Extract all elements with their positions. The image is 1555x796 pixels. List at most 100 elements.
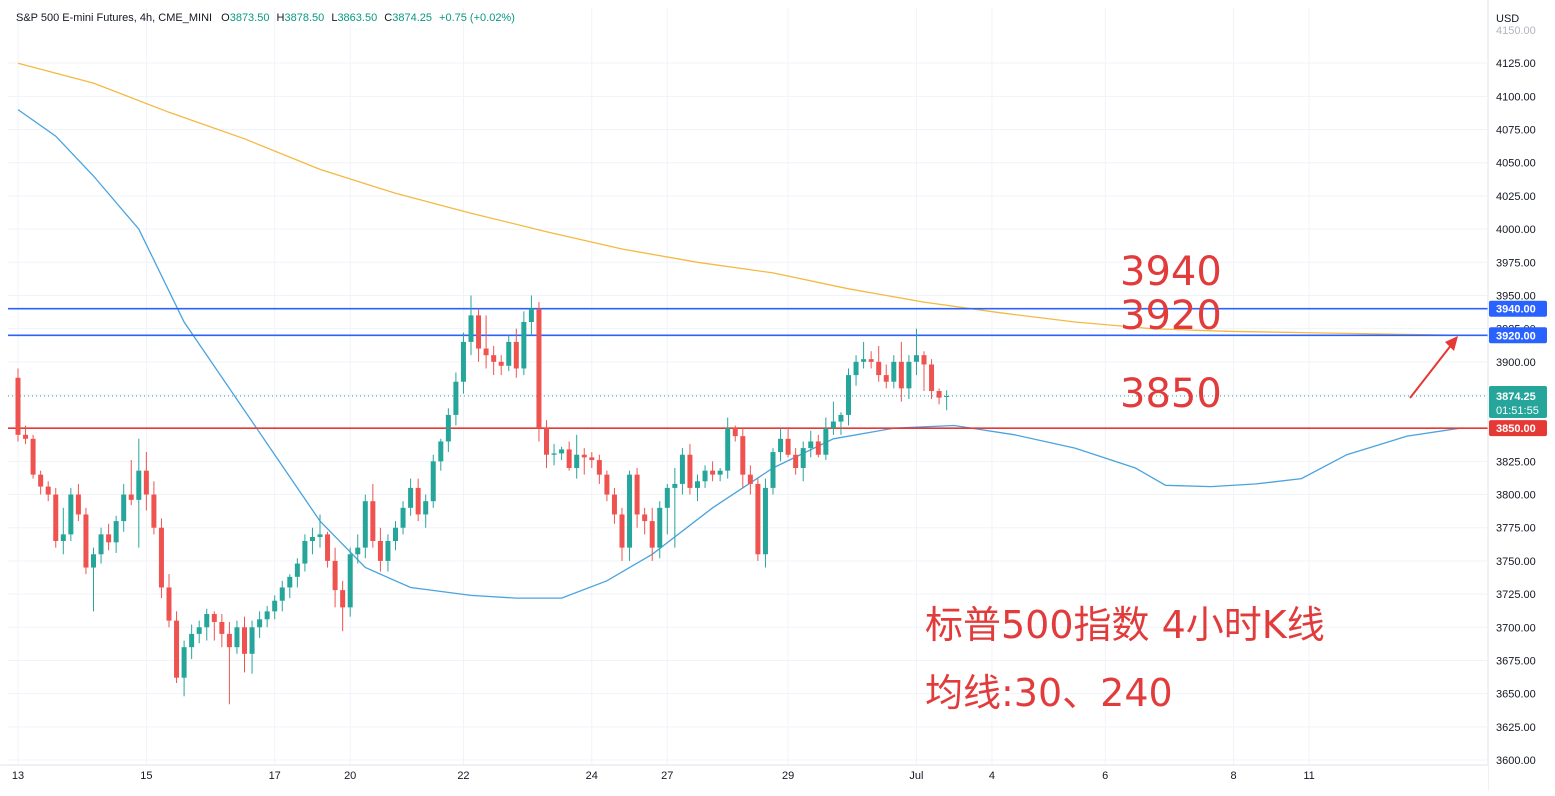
candle <box>393 521 398 551</box>
candle <box>445 408 451 453</box>
candle <box>219 614 225 648</box>
candle <box>242 616 247 673</box>
price-tick-label: 3750.00 <box>1496 556 1536 568</box>
candle-body <box>823 428 829 455</box>
change-value: +0.75 (+0.02%) <box>439 12 515 24</box>
candle-body <box>242 627 247 654</box>
time-tick-label: 4 <box>989 770 995 782</box>
candle-body <box>521 322 527 369</box>
candle <box>385 534 391 572</box>
horizontal-levels[interactable] <box>8 307 1488 429</box>
candle <box>68 487 74 541</box>
candle-body <box>838 414 844 422</box>
candle-body <box>181 647 187 678</box>
candle-body <box>695 481 700 488</box>
candle-body <box>219 621 225 634</box>
candle-body <box>294 563 300 577</box>
candle <box>166 574 172 628</box>
candle <box>249 620 255 674</box>
candle-body <box>75 494 81 515</box>
candle <box>725 417 731 479</box>
candle <box>740 428 746 488</box>
candle-body <box>589 457 595 461</box>
candle <box>679 448 685 495</box>
candle-body <box>38 474 44 487</box>
candle <box>113 515 119 553</box>
symbol-name[interactable]: S&P 500 E-mini Futures <box>16 12 134 24</box>
candle <box>498 355 504 376</box>
price-tick-label: 4000.00 <box>1496 224 1536 236</box>
time-tick-label: 22 <box>457 770 469 782</box>
ma240-line <box>17 62 1461 336</box>
candle <box>174 611 180 684</box>
candle-body <box>340 590 346 608</box>
candle <box>204 608 210 641</box>
candle-body <box>53 494 59 541</box>
candle <box>544 420 549 468</box>
candle <box>604 470 610 502</box>
candle-body <box>234 627 240 648</box>
candle-body <box>211 614 217 622</box>
annotation-3920: 3920 <box>1120 293 1222 339</box>
candle-body <box>808 441 814 449</box>
candle <box>317 514 323 548</box>
candle-body <box>158 527 164 588</box>
time-tick-label: 27 <box>661 770 673 782</box>
candle <box>868 351 874 369</box>
candle <box>453 372 459 426</box>
currency-label: USD <box>1496 13 1519 25</box>
candle <box>898 341 904 402</box>
candle <box>528 295 534 336</box>
candles[interactable] <box>15 295 950 705</box>
candle <box>370 483 376 548</box>
trend-arrow <box>1409 336 1458 399</box>
candle-body <box>604 474 610 495</box>
candle-body <box>151 494 157 528</box>
candle <box>536 302 542 442</box>
price-tick-label: 3825.00 <box>1496 456 1536 468</box>
candle <box>747 465 753 495</box>
candle-body <box>913 355 919 362</box>
price-tick-label: 3975.00 <box>1496 257 1536 269</box>
low-value: 3863.50 <box>337 12 378 24</box>
candle <box>294 558 300 588</box>
candle-body <box>136 470 142 500</box>
candle <box>808 430 814 458</box>
candle-body <box>634 474 640 515</box>
high-value: 3878.50 <box>284 12 325 24</box>
candle <box>189 624 195 660</box>
candle <box>634 468 640 528</box>
interval[interactable]: 4h <box>139 12 153 24</box>
level-tag <box>1489 420 1547 437</box>
candle <box>309 527 315 555</box>
arrow-head-icon <box>1445 336 1458 351</box>
candle-body <box>574 454 580 468</box>
candle <box>158 518 164 599</box>
candle <box>883 364 889 389</box>
candle-body <box>257 619 263 628</box>
candle-body <box>672 483 678 488</box>
price-tick-label: 3700.00 <box>1496 622 1536 634</box>
candle-body <box>476 315 482 349</box>
high-label: H <box>276 12 285 24</box>
candle-body <box>710 470 716 475</box>
open-value: 3873.50 <box>229 12 270 24</box>
candle-body <box>921 355 927 365</box>
candle-body <box>249 627 255 654</box>
candle-body <box>393 527 398 541</box>
countdown-label: 01:51:55 <box>1496 405 1539 417</box>
price-tick-label: 4050.00 <box>1496 158 1536 170</box>
candle <box>91 547 96 612</box>
candle-body <box>506 341 512 366</box>
time-tick-label: 13 <box>12 770 24 782</box>
candle-body <box>740 436 746 475</box>
candle-body <box>430 461 436 502</box>
candle <box>430 454 436 508</box>
candle <box>347 547 353 617</box>
candle-body <box>189 633 195 648</box>
time-tick-label: 11 <box>1303 770 1314 782</box>
price-tick-label: 3950.00 <box>1496 290 1536 302</box>
